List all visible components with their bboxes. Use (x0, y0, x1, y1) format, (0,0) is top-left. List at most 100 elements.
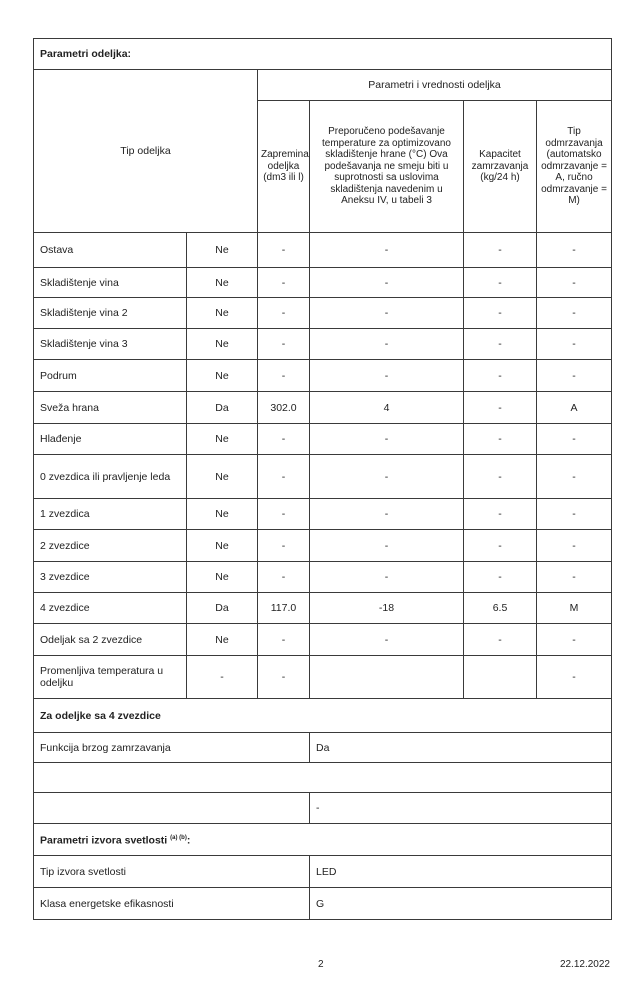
fast-freeze-label: Funkcija brzog zamrzavanja (33, 732, 310, 763)
row-present: Ne (186, 623, 258, 656)
light-title: Parametri izvora svetlosti (a) (b): (32, 823, 613, 856)
row-present: Ne (186, 423, 258, 455)
row-defrost: - (535, 655, 613, 699)
blank-value: - (308, 792, 613, 824)
table-row: Skladištenje vina Ne - - - - (33, 267, 613, 298)
light-title-colon: : (186, 834, 191, 847)
row-volume: - (257, 623, 310, 656)
row-volume: 117.0 (257, 592, 310, 624)
row-name: Hlađenje (33, 423, 187, 455)
blank-label (33, 792, 310, 824)
table-row: Odeljak sa 2 zvezdice Ne - - - - (33, 623, 613, 656)
row-capacity (463, 655, 537, 699)
row-volume: 302.0 (257, 391, 310, 424)
row-capacity: - (463, 498, 537, 530)
row-capacity: - (463, 359, 537, 392)
row-present: Ne (186, 454, 258, 499)
row-present: Ne (186, 359, 258, 392)
row-present: Ne (186, 267, 258, 298)
table-row: Podrum Ne - - - - (33, 359, 613, 392)
row-volume: - (257, 529, 310, 562)
row-temperature: - (309, 359, 464, 392)
row-present: Da (186, 592, 258, 624)
row-name: 1 zvezdica (33, 498, 187, 530)
row-capacity: - (463, 391, 537, 424)
row-capacity: - (463, 297, 537, 329)
row-capacity: - (463, 267, 537, 298)
row-defrost: - (535, 328, 613, 360)
row-name: Odeljak sa 2 zvezdice (33, 623, 187, 656)
row-defrost: - (535, 498, 613, 530)
header-group: Parametri i vrednosti odeljka (256, 69, 613, 101)
row-temperature: -18 (309, 592, 464, 624)
row-capacity: - (463, 423, 537, 455)
header-defrost: Tip odmrzavanja (automatsko odmrzavanje … (535, 100, 613, 233)
row-name: Skladištenje vina 3 (33, 328, 187, 360)
row-capacity: - (463, 454, 537, 499)
row-present: Ne (186, 498, 258, 530)
light-type-label: Tip izvora svetlosti (33, 855, 310, 888)
row-present: Ne (186, 232, 258, 268)
row-volume: - (257, 423, 310, 455)
row-temperature: - (309, 529, 464, 562)
row-present: Da (186, 391, 258, 424)
row-defrost: - (535, 359, 613, 392)
row-name: Ostava (33, 232, 187, 268)
table-row: Skladištenje vina 2 Ne - - - - (33, 297, 613, 329)
row-defrost: - (535, 232, 613, 268)
row-defrost: A (535, 391, 613, 424)
row-temperature: - (309, 267, 464, 298)
light-title-text: Parametri izvora svetlosti (40, 834, 168, 847)
light-title-footnote: (a) (b) (170, 835, 187, 842)
row-name: Promenljiva temperatura u odeljku (33, 655, 187, 699)
row-capacity: - (463, 529, 537, 562)
header-temperature: Preporučeno podešavanje temperature za o… (309, 100, 464, 233)
fast-freeze-value: Da (308, 732, 613, 763)
table-row: Hlađenje Ne - - - - (33, 423, 613, 455)
table-row: 0 zvezdica ili pravljenje leda Ne - - - - (33, 454, 613, 499)
energy-class-label: Klasa energetske efikasnosti (33, 887, 310, 920)
row-name: Skladištenje vina 2 (33, 297, 187, 329)
row-volume: - (257, 328, 310, 360)
header-volume: Zapremina odeljka (dm3 ili l) (257, 100, 310, 233)
table-row: 4 zvezdice Da 117.0 -18 6.5 M (33, 592, 613, 624)
header-tip-odeljka: Tip odeljka (33, 69, 258, 233)
table-row: Sveža hrana Da 302.0 4- A (33, 391, 613, 424)
row-defrost: - (535, 267, 613, 298)
row-present: Ne (186, 328, 258, 360)
row-temperature: 4 (309, 391, 464, 424)
table-row: 3 zvezdice Ne - - - - (33, 561, 613, 593)
table-row: 1 zvezdica Ne - - - - (33, 498, 613, 530)
row-volume: - (257, 655, 310, 699)
row-name: Skladištenje vina (33, 267, 187, 298)
row-temperature (309, 655, 464, 699)
row-temperature: - (309, 297, 464, 329)
row-temperature: - (309, 454, 464, 499)
table-row: Skladištenje vina 3 Ne - - - - (33, 328, 613, 360)
row-volume: - (257, 498, 310, 530)
header-capacity: Kapacitet zamrzavanja (kg/24 h) (463, 100, 537, 233)
row-name: 4 zvezdice (33, 592, 187, 624)
row-defrost: M (535, 592, 613, 624)
row-temperature: - (309, 623, 464, 656)
row-volume: - (257, 297, 310, 329)
row-name: Sveža hrana (33, 391, 187, 424)
row-defrost: - (535, 423, 613, 455)
row-name: 0 zvezdica ili pravljenje leda (33, 454, 187, 499)
row-defrost: - (535, 454, 613, 499)
page-number: 2 (318, 959, 324, 970)
section-title: Parametri odeljka: (32, 38, 613, 70)
row-temperature: - (309, 561, 464, 593)
row-name: Podrum (33, 359, 187, 392)
row-defrost: - (535, 561, 613, 593)
row-capacity: - (463, 623, 537, 656)
row-present: - (186, 655, 258, 699)
row-temperature: - (309, 232, 464, 268)
row-temperature: - (309, 328, 464, 360)
table-row: 2 zvezdice Ne - - - - (33, 529, 613, 562)
row-present: Ne (186, 561, 258, 593)
table-row: Promenljiva temperatura u odeljku - - - (33, 655, 613, 699)
row-defrost: - (535, 623, 613, 656)
row-capacity: - (463, 328, 537, 360)
energy-class-value: G (308, 887, 613, 920)
